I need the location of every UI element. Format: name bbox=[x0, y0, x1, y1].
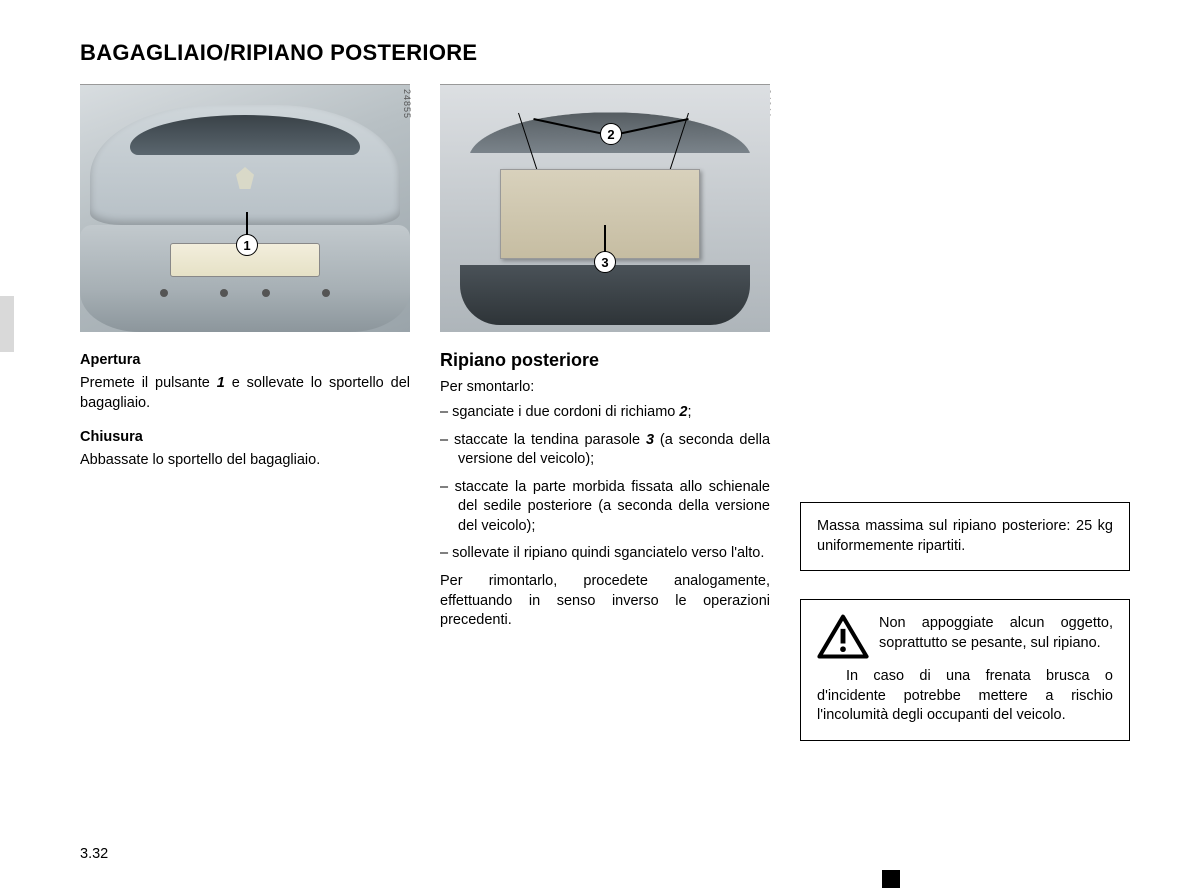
ripiano-heading: Ripiano posteriore bbox=[440, 350, 770, 371]
li1-pre: sganciate i due cordoni di richiamo bbox=[452, 404, 679, 420]
warn-p1: Non appoggiate alcun oggetto, soprattutt… bbox=[879, 615, 1113, 651]
chiusura-heading: Chiusura bbox=[80, 429, 410, 445]
figure-1: 24855 1 bbox=[80, 84, 410, 332]
callout-2: 2 bbox=[600, 123, 622, 145]
list-item: sollevate il ripiano quindi sganciatelo … bbox=[440, 544, 770, 564]
spacer bbox=[800, 84, 1130, 490]
column-1: 24855 1 Apertura Premete il pulsante 1 e… bbox=[80, 84, 410, 741]
warning-box: Non appoggiate alcun oggetto, soprattutt… bbox=[800, 599, 1130, 741]
car-rear-illustration bbox=[80, 85, 410, 332]
info-box: Massa massima sul ripiano posteriore: 25… bbox=[800, 502, 1130, 571]
columns: 24855 1 Apertura Premete il pulsante 1 e… bbox=[80, 84, 1140, 741]
column-3: Massa massima sul ripiano posteriore: 25… bbox=[800, 84, 1130, 741]
footer-crop-mark bbox=[882, 870, 900, 888]
apertura-num: 1 bbox=[217, 375, 225, 391]
figure-2: 24911 2 3 bbox=[440, 84, 770, 332]
callout-3: 3 bbox=[594, 251, 616, 273]
callout-1: 1 bbox=[236, 234, 258, 256]
list-item: staccate la parte morbida fissata allo s… bbox=[440, 478, 770, 537]
li2-pre: staccate la tendina parasole bbox=[454, 432, 646, 448]
ripiano-outro: Per rimontarlo, procedete analogamente, … bbox=[440, 572, 770, 631]
ripiano-intro: Per smontarlo: bbox=[440, 379, 770, 395]
warn-p2: In caso di una frenata brusca o d'incide… bbox=[817, 667, 1113, 726]
apertura-pre: Premete il pulsante bbox=[80, 375, 217, 391]
ripiano-list: sganciate i due cordoni di richiamo 2; s… bbox=[440, 403, 770, 564]
trunk-open-illustration bbox=[440, 85, 770, 332]
apertura-block: Apertura Premete il pulsante 1 e solleva… bbox=[80, 352, 410, 471]
li1-post: ; bbox=[687, 404, 691, 420]
manual-page: BAGAGLIAIO/RIPIANO POSTERIORE 24855 1 bbox=[0, 0, 1200, 888]
page-title: BAGAGLIAIO/RIPIANO POSTERIORE bbox=[80, 40, 1140, 66]
list-item: staccate la tendina parasole 3 (a second… bbox=[440, 431, 770, 470]
li2-num: 3 bbox=[646, 432, 654, 448]
chiusura-text: Abbassate lo sportello del bagagliaio. bbox=[80, 451, 410, 471]
list-item: sganciate i due cordoni di richiamo 2; bbox=[440, 403, 770, 423]
page-number: 3.32 bbox=[80, 846, 108, 862]
apertura-heading: Apertura bbox=[80, 352, 410, 368]
column-2: 24911 2 3 Ripiano posteriore Per smontar… bbox=[440, 84, 770, 741]
apertura-text: Premete il pulsante 1 e sollevate lo spo… bbox=[80, 374, 410, 413]
warning-icon bbox=[817, 614, 869, 660]
